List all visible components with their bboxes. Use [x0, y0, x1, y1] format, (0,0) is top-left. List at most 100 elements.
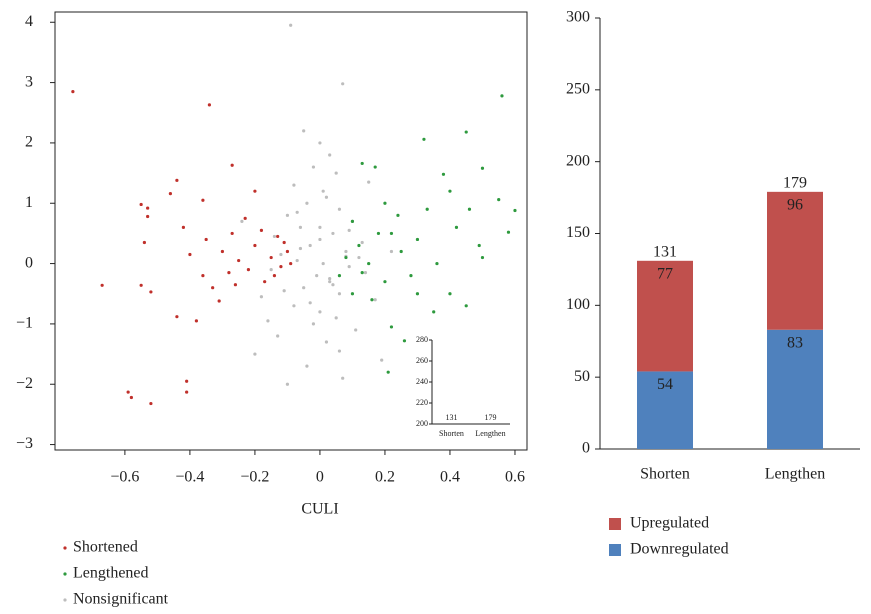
- scatter-point: [367, 261, 371, 266]
- scatter-point: [185, 379, 189, 383]
- scatter-point: [331, 231, 335, 236]
- scatter-point: [334, 316, 338, 320]
- x-tick-label: Lengthen: [765, 466, 825, 483]
- value-label: 77: [657, 265, 673, 282]
- scatter-point: [194, 319, 199, 323]
- scatter-point: [305, 201, 309, 205]
- scatter-point: [341, 82, 345, 86]
- scatter-point: [337, 349, 342, 353]
- scatter-point: [357, 255, 361, 260]
- scatter-point: [276, 234, 280, 239]
- scatter-point: [324, 195, 329, 199]
- scatter-point: [318, 310, 322, 314]
- scatter-point: [409, 274, 413, 278]
- scatter-point: [240, 219, 244, 223]
- scatter-point: [272, 234, 277, 239]
- scatter-point: [432, 310, 436, 314]
- scatter-point: [269, 268, 273, 272]
- total-label: 131: [653, 243, 677, 260]
- legend-label: Nonsignificant: [73, 591, 169, 608]
- scatter-point: [386, 370, 390, 374]
- y-tick-label: 240: [416, 377, 428, 386]
- legend-label: Lengthened: [73, 565, 149, 582]
- scatter-point: [513, 208, 517, 213]
- scatter-point: [246, 268, 251, 272]
- scatter-point: [337, 207, 342, 211]
- x-tick-label: −0.4: [175, 469, 204, 486]
- scatter-point: [181, 225, 186, 229]
- scatter-point: [292, 304, 296, 308]
- scatter-point: [360, 161, 364, 166]
- legend-label: Upregulated: [630, 515, 709, 532]
- scatter-point: [318, 141, 322, 145]
- scatter-point: [259, 228, 264, 232]
- scatter-point: [289, 261, 293, 266]
- y-tick-label: 300: [566, 9, 590, 26]
- scatter-point: [321, 189, 325, 193]
- y-tick-label: 260: [416, 356, 428, 365]
- scatter-point: [448, 189, 452, 193]
- scatter-point: [168, 191, 172, 196]
- scatter-point: [380, 358, 384, 362]
- scatter-point: [253, 189, 257, 193]
- legend-marker: [63, 546, 67, 550]
- scatter-point: [149, 401, 153, 406]
- scatter-point: [227, 271, 231, 275]
- scatter-point: [217, 299, 221, 303]
- scatter-point: [389, 325, 394, 329]
- y-tick-label: 3: [25, 73, 33, 90]
- scatter-point: [402, 339, 407, 343]
- scatter-point: [480, 166, 485, 170]
- scatter-point: [344, 255, 348, 260]
- y-tick-label: 4: [25, 13, 33, 30]
- y-tick-label: 0: [582, 440, 590, 457]
- scatter-point: [175, 315, 179, 319]
- legend-marker: [63, 598, 67, 602]
- scatter-point: [269, 255, 273, 260]
- scatter-point: [201, 274, 205, 278]
- scatter-point: [302, 286, 306, 290]
- scatter-point: [71, 90, 75, 94]
- scatter-point: [363, 271, 368, 275]
- value-label: 83: [787, 334, 803, 351]
- scatter-point: [328, 277, 332, 281]
- scatter-point: [292, 183, 296, 187]
- scatter-point: [253, 352, 257, 356]
- y-tick-label: −3: [16, 435, 33, 452]
- scatter-point: [211, 286, 215, 290]
- scatter-point: [129, 395, 133, 400]
- scatter-point: [350, 292, 355, 296]
- scatter-point: [207, 103, 212, 107]
- scatter-point: [233, 283, 238, 287]
- value-label: 131: [446, 413, 458, 422]
- scatter-point: [477, 243, 481, 248]
- scatter-point: [347, 264, 351, 269]
- scatter-point: [263, 280, 267, 284]
- scatter-point: [201, 198, 205, 202]
- scatter-point: [266, 319, 270, 323]
- scatter-point: [389, 249, 394, 254]
- scatter-point: [142, 240, 146, 245]
- y-tick-label: 220: [416, 398, 428, 407]
- scatter-point: [441, 172, 446, 176]
- y-tick-label: 280: [416, 335, 428, 344]
- scatter-point: [331, 283, 335, 287]
- x-tick-label: −0.2: [240, 469, 269, 486]
- scatter-point: [279, 264, 283, 269]
- scatter-point: [305, 364, 309, 368]
- bar-segment: [767, 191, 823, 330]
- scatter-point: [188, 252, 192, 257]
- scatter-point: [415, 237, 420, 242]
- scatter-point: [139, 202, 143, 207]
- scatter-point: [435, 261, 439, 266]
- scatter-frame: [54, 11, 528, 451]
- scatter-point: [334, 171, 338, 175]
- scatter-point: [480, 255, 485, 260]
- scatter-point: [298, 225, 303, 229]
- total-label: 179: [783, 175, 807, 192]
- scatter-point: [464, 304, 468, 308]
- scatter-point: [425, 207, 429, 211]
- scatter-point: [448, 292, 452, 296]
- value-label: 179: [485, 413, 497, 422]
